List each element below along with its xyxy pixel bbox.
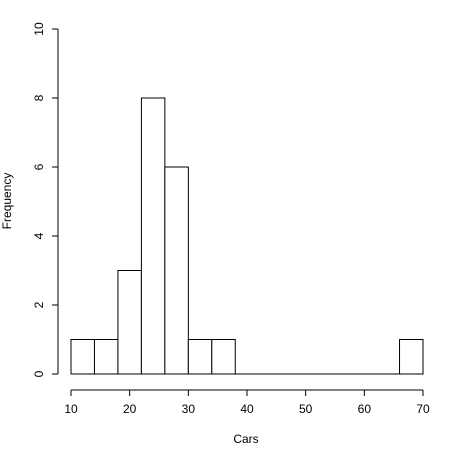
x-tick-label: 60 (358, 402, 372, 416)
y-tick-label: 2 (32, 301, 46, 308)
x-tick-label: 70 (416, 402, 430, 416)
bar (211, 339, 236, 375)
bar (70, 339, 95, 375)
x-tick-label: 30 (182, 402, 196, 416)
bar (164, 166, 189, 375)
x-tick-label: 20 (123, 402, 137, 416)
bar (140, 97, 166, 375)
x-axis-label: Cars (233, 432, 258, 446)
y-tick-label: 4 (32, 232, 46, 239)
y-axis-label: Frequency (0, 173, 14, 230)
y-tick-label: 8 (32, 94, 46, 101)
y-tick-label: 0 (32, 370, 46, 377)
bar (399, 339, 424, 375)
bar (187, 339, 213, 375)
x-tick-label: 50 (299, 402, 313, 416)
y-tick-label: 10 (32, 22, 46, 36)
bar (93, 339, 119, 375)
bar (117, 270, 142, 375)
y-tick-label: 6 (32, 163, 46, 170)
x-tick-label: 40 (240, 402, 254, 416)
x-tick-label: 10 (64, 402, 78, 416)
